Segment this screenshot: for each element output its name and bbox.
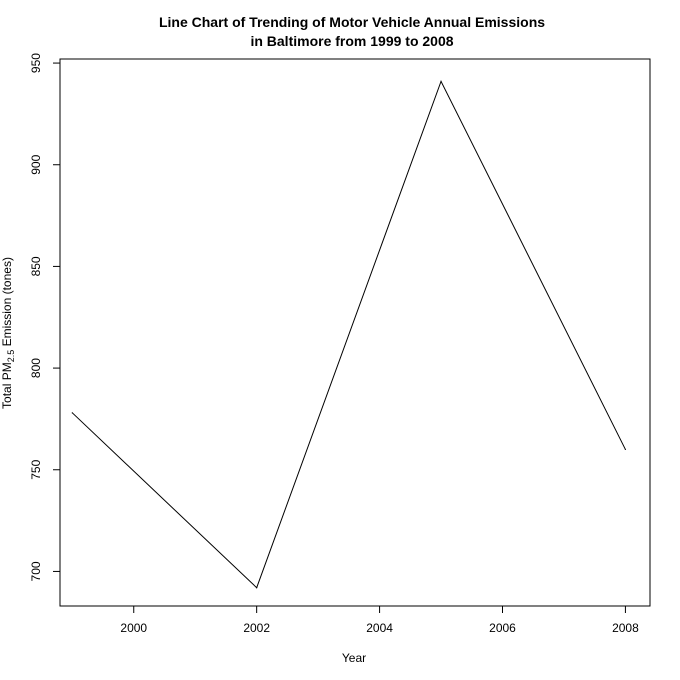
chart-title-line-2: in Baltimore from 1999 to 2008 bbox=[250, 33, 453, 49]
x-axis: 2000 2002 2004 2006 2008 bbox=[120, 606, 639, 635]
y-axis-label-suffix: Emission (tones) bbox=[0, 257, 14, 350]
y-axis: 700 750 800 850 900 950 bbox=[29, 53, 60, 581]
y-tick-label: 900 bbox=[29, 154, 43, 174]
data-point bbox=[440, 80, 442, 82]
x-axis-label: Year bbox=[342, 651, 366, 665]
chart-title-line-1: Line Chart of Trending of Motor Vehicle … bbox=[159, 14, 545, 30]
x-tick-label: 2000 bbox=[120, 621, 147, 635]
y-axis-label-prefix: Total PM bbox=[0, 362, 14, 409]
x-tick-label: 2006 bbox=[489, 621, 516, 635]
data-point bbox=[256, 587, 258, 589]
series-layer bbox=[71, 80, 627, 589]
y-tick-label: 750 bbox=[29, 459, 43, 479]
series-line bbox=[71, 80, 626, 589]
y-tick-label: 850 bbox=[29, 256, 43, 276]
x-tick-label: 2004 bbox=[366, 621, 393, 635]
y-tick-label: 800 bbox=[29, 358, 43, 378]
data-point bbox=[624, 448, 627, 451]
y-tick-label: 950 bbox=[29, 53, 43, 73]
x-tick-label: 2008 bbox=[612, 621, 639, 635]
data-point bbox=[71, 412, 73, 414]
y-axis-label-subscript: 2.5 bbox=[6, 350, 16, 363]
y-axis-label: Total PM2.5 Emission (tones) bbox=[0, 257, 16, 409]
x-tick-label: 2002 bbox=[243, 621, 270, 635]
plot-frame bbox=[59, 58, 651, 607]
y-tick-label: 700 bbox=[29, 561, 43, 581]
